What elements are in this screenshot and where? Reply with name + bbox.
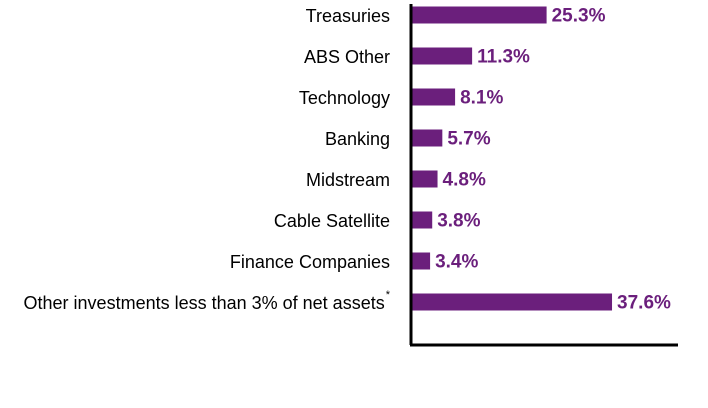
category-label: Other investments less than 3% of net as… [24, 289, 391, 313]
bar [412, 170, 438, 188]
bar [412, 211, 433, 229]
data-label: 4.8% [443, 170, 486, 191]
category-label-text: Cable Satellite [274, 211, 390, 231]
data-label: 37.6% [617, 293, 671, 314]
bar [412, 293, 613, 311]
category-label-text: Technology [299, 88, 390, 108]
footnote-marker: * [386, 289, 391, 301]
category-label: Technology [299, 88, 390, 108]
category-label-text: Treasuries [306, 6, 390, 26]
category-label-text: Finance Companies [230, 252, 390, 272]
bar [412, 252, 431, 270]
bar [412, 47, 473, 65]
data-label: 3.8% [437, 211, 480, 232]
category-label: Midstream [306, 170, 390, 190]
bar [412, 129, 443, 147]
bar [412, 88, 456, 106]
category-label: Banking [325, 129, 390, 149]
chart-marks: Treasuries 25.3% ABS Other 11.3% Technology 8… [24, 6, 671, 314]
category-label-text: Other investments less than 3% of net as… [24, 293, 385, 313]
category-label-text: Banking [325, 129, 390, 149]
category-label: Finance Companies [230, 252, 390, 272]
data-label: 3.4% [435, 252, 478, 273]
category-label: ABS Other [304, 47, 390, 67]
data-label: 8.1% [460, 88, 503, 109]
bar [412, 6, 547, 24]
category-label-text: ABS Other [304, 47, 390, 67]
category-label-text: Midstream [306, 170, 390, 190]
data-label: 5.7% [447, 129, 490, 150]
category-label: Cable Satellite [274, 211, 390, 231]
category-label: Treasuries [306, 6, 390, 26]
data-label: 11.3% [477, 47, 530, 68]
data-label: 25.3% [552, 6, 606, 27]
